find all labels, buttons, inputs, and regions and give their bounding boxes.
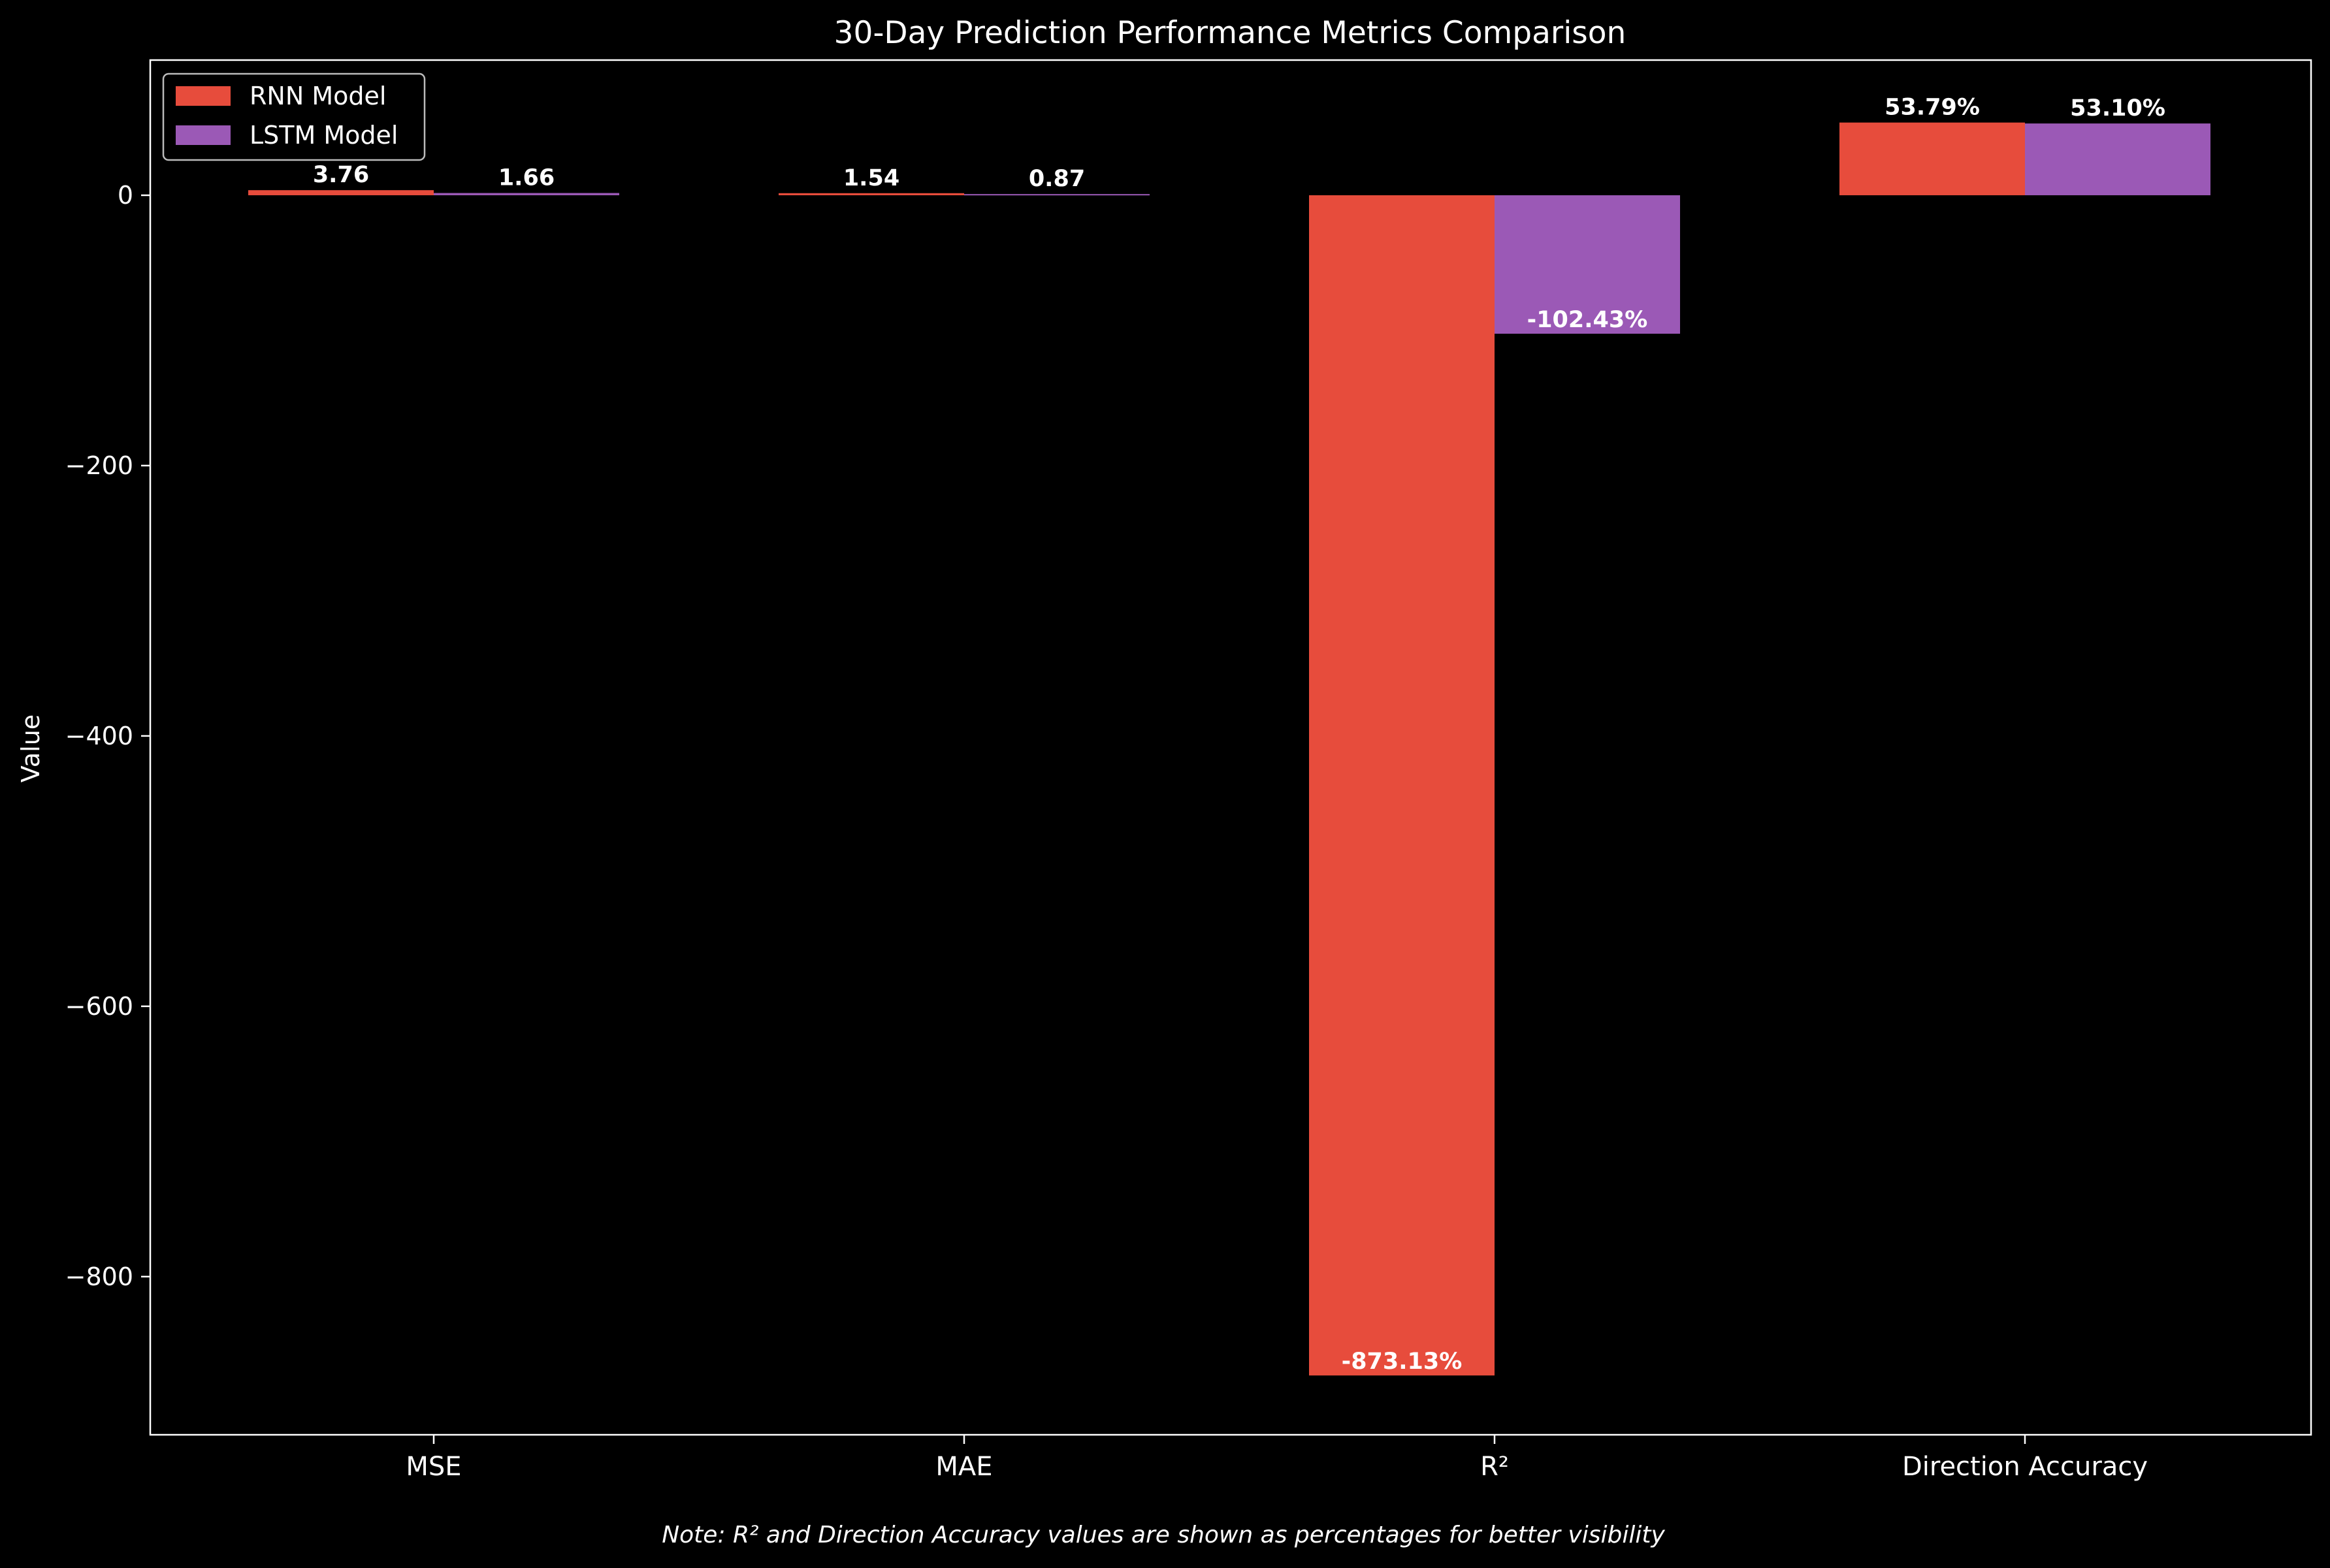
plot-area: 3.76 1.54 -873.13% 53.79% 1.66 0.87 -102.43% 53… (65, 59, 2312, 1482)
bar-rnn-model-0[interactable] (248, 190, 434, 195)
x-tick-label: MSE (406, 1452, 461, 1482)
bar-value-label: 53.79% (1885, 95, 1980, 121)
plot-frame (149, 59, 2312, 1436)
y-tick-label: −200 (65, 451, 133, 480)
x-tick-label: MAE (935, 1452, 992, 1482)
y-tick-label: −600 (65, 992, 133, 1021)
bar-value-label: 0.87 (1029, 166, 1085, 192)
legend-label-rnn-model: RNN Model (250, 82, 386, 110)
bar-value-label: 1.66 (498, 165, 555, 191)
bar-lstm-model-0[interactable] (434, 193, 619, 195)
bar-lstm-model-1[interactable] (964, 194, 1150, 196)
chart-title: 30-Day Prediction Performance Metrics Co… (834, 15, 1626, 51)
bar-lstm-model-2[interactable] (1495, 195, 1680, 334)
bar-value-label: 3.76 (313, 162, 369, 188)
bar-rnn-model-3[interactable] (1839, 122, 2025, 195)
legend-label-lstm-model: LSTM Model (250, 121, 398, 150)
bar-lstm-model-3[interactable] (2025, 123, 2210, 195)
y-tick-label: −800 (65, 1262, 133, 1291)
bar-value-label: -102.43% (1527, 307, 1648, 333)
y-axis-label: Value (16, 714, 45, 782)
bar-value-label: -873.13% (1342, 1349, 1463, 1375)
y-tick-label: −400 (65, 722, 133, 750)
bar-value-label: 53.10% (2070, 95, 2165, 121)
legend-swatch-lstm-model (176, 125, 231, 145)
x-tick-label: R² (1480, 1452, 1509, 1482)
x-tick-label: Direction Accuracy (1902, 1452, 2148, 1482)
bar-rnn-model-1[interactable] (779, 193, 964, 195)
bar-rnn-model-2[interactable] (1309, 195, 1495, 1376)
legend-swatch-rnn-model (176, 86, 231, 106)
footnote: Note: R² and Direction Accuracy values a… (662, 1522, 1665, 1548)
bar-value-label: 1.54 (843, 165, 899, 191)
y-tick-label: 0 (118, 181, 133, 210)
